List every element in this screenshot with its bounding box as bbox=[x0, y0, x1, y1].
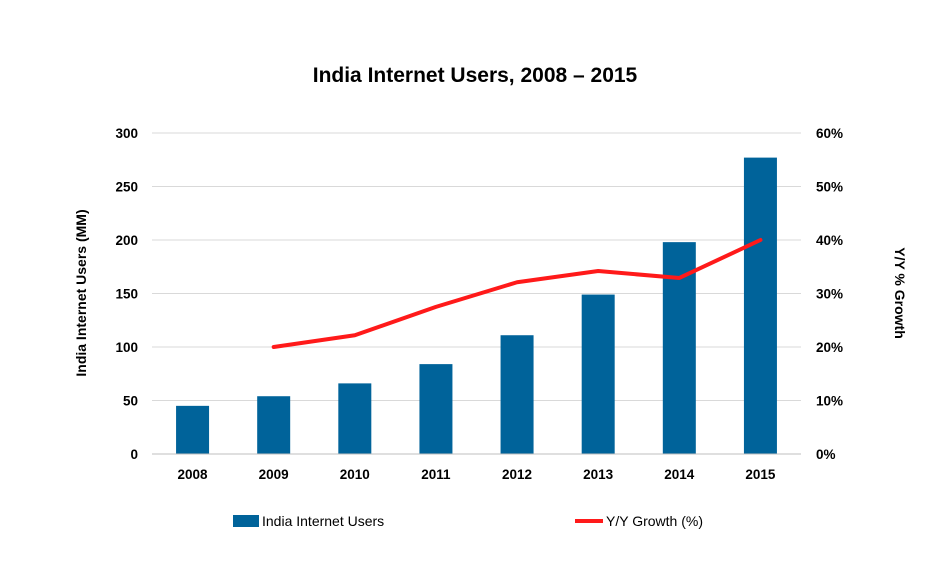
y-tick-label: 200 bbox=[115, 233, 138, 248]
bar bbox=[176, 405, 210, 454]
bar bbox=[257, 396, 291, 454]
y2-tick-label: 20% bbox=[816, 340, 843, 355]
legend-bar-label: India Internet Users bbox=[262, 513, 384, 529]
growth-line bbox=[271, 238, 763, 349]
legend: India Internet Users Y/Y Growth (%) bbox=[233, 513, 703, 529]
bar-series bbox=[176, 157, 777, 455]
y2-tick-label: 50% bbox=[816, 180, 843, 195]
chart-title: India Internet Users, 2008 – 2015 bbox=[313, 64, 638, 87]
y-tick-label: 250 bbox=[115, 180, 138, 195]
legend-line-label: Y/Y Growth (%) bbox=[606, 513, 703, 529]
x-tick-label: 2008 bbox=[178, 467, 209, 482]
bar bbox=[338, 383, 372, 454]
y2-tick-label: 60% bbox=[816, 126, 843, 141]
y-tick-label: 100 bbox=[115, 340, 138, 355]
y2-tick-label: 0% bbox=[816, 447, 836, 462]
axes: 0 0% 50 10% 100 20% 150 30% 200 40% 250 50% 300 60% 20… bbox=[115, 126, 843, 482]
y-tick-label: 0 bbox=[130, 447, 138, 462]
x-tick-label: 2013 bbox=[583, 467, 614, 482]
x-tick-label: 2011 bbox=[421, 467, 451, 482]
y2-tick-label: 40% bbox=[816, 233, 843, 248]
x-tick-label: 2014 bbox=[664, 467, 695, 482]
y2-axis-title: Y/Y % Growth bbox=[892, 247, 908, 339]
bar bbox=[500, 335, 534, 454]
legend-bar-swatch bbox=[233, 515, 259, 527]
bar bbox=[419, 364, 453, 454]
y2-tick-label: 30% bbox=[816, 287, 843, 302]
x-tick-label: 2010 bbox=[340, 467, 370, 482]
x-tick-label: 2009 bbox=[259, 467, 289, 482]
x-tick-label: 2012 bbox=[502, 467, 532, 482]
y-tick-label: 50 bbox=[123, 394, 138, 409]
y2-tick-label: 10% bbox=[816, 394, 843, 409]
y-tick-label: 150 bbox=[115, 287, 138, 302]
line-series bbox=[271, 238, 763, 349]
bar bbox=[581, 294, 615, 454]
y-tick-label: 300 bbox=[115, 126, 138, 141]
y-axis-title: India Internet Users (MM) bbox=[73, 209, 89, 376]
bar bbox=[743, 157, 777, 455]
x-tick-label: 2015 bbox=[745, 467, 776, 482]
